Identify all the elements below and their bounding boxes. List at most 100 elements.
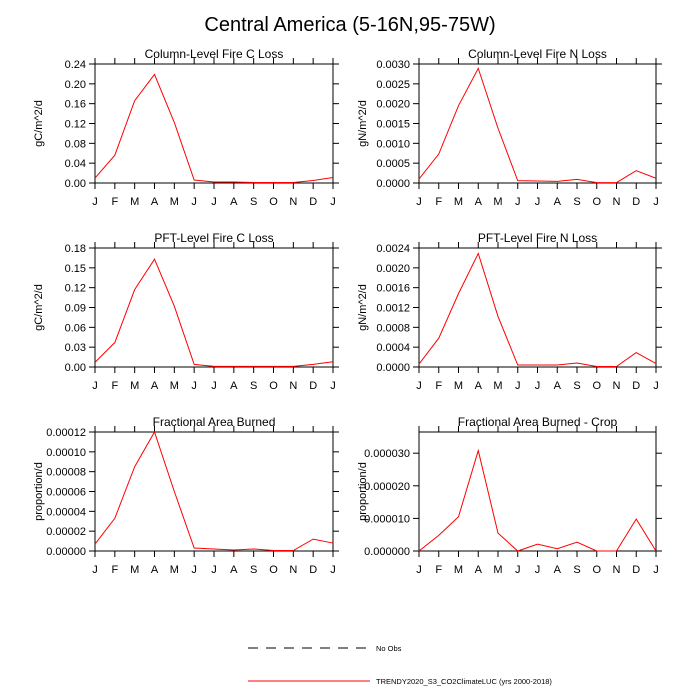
panel-4: PFT-Level Fire N Loss 0.0000 0.0004 0.0008 0… — [357, 231, 662, 392]
panel-title: Fractional Area Burned — [153, 415, 276, 429]
x-tick-label: M — [170, 196, 179, 208]
series-line — [94, 258, 334, 367]
x-tick-label: M — [170, 564, 179, 576]
x-tick-label: D — [632, 380, 640, 392]
x-tick-label: N — [289, 196, 297, 208]
x-tick-label: A — [554, 564, 562, 576]
panel-5: Fractional Area Burned 0.00000 0.00002 0.00… — [33, 415, 339, 576]
y-tick-label: 0.0030 — [376, 59, 410, 71]
y-tick-label: 0.20 — [65, 79, 86, 91]
x-tick-label: O — [592, 196, 601, 208]
y-tick-label: 0.06 — [65, 322, 86, 334]
legend-model-label: TRENDY2020_S3_CO2ClimateLUC (yrs 2000-20… — [376, 677, 552, 686]
y-tick-label: 0.000030 — [364, 448, 410, 460]
y-axis-label: gC/m^2/d — [33, 284, 45, 331]
x-tick-label: J — [330, 196, 336, 208]
y-tick-label: 0.12 — [65, 283, 86, 295]
x-tick-label: J — [416, 196, 422, 208]
x-tick-label: J — [211, 196, 217, 208]
y-tick-label: 0.00012 — [46, 427, 86, 439]
x-tick-label: O — [592, 564, 601, 576]
x-tick-label: J — [535, 380, 541, 392]
plot-frame — [418, 247, 657, 368]
y-tick-label: 0.000000 — [364, 546, 410, 558]
y-tick-label: 0.0020 — [376, 263, 410, 275]
x-tick-label: A — [151, 380, 159, 392]
plot-frame — [94, 247, 334, 368]
x-tick-label: J — [92, 380, 98, 392]
y-axis-label: gN/m^2/d — [357, 284, 369, 331]
x-tick-label: N — [613, 196, 621, 208]
y-tick-label: 0.00 — [65, 362, 86, 374]
x-tick-label: M — [493, 196, 502, 208]
plot-frame — [418, 63, 657, 184]
y-tick-label: 0.0004 — [376, 342, 410, 354]
x-tick-label: M — [454, 564, 463, 576]
x-tick-label: J — [211, 564, 217, 576]
legend: No Obs TRENDY2020_S3_CO2ClimateLUC (yrs … — [248, 644, 552, 686]
legend-no-obs-label: No Obs — [376, 644, 402, 653]
x-tick-label: J — [515, 196, 521, 208]
y-tick-label: 0.0000 — [376, 178, 410, 190]
y-tick-label: 0.04 — [65, 158, 86, 170]
y-tick-label: 0.00008 — [46, 467, 86, 479]
x-tick-label: F — [435, 196, 442, 208]
x-tick-label: J — [535, 564, 541, 576]
panel-title: PFT-Level Fire C Loss — [154, 231, 273, 245]
x-tick-label: D — [632, 564, 640, 576]
x-tick-label: N — [613, 564, 621, 576]
y-tick-label: 0.00 — [65, 178, 86, 190]
y-tick-label: 0.0016 — [376, 283, 410, 295]
x-tick-label: A — [230, 196, 238, 208]
panel-title: PFT-Level Fire N Loss — [478, 231, 597, 245]
plot-frame — [94, 63, 334, 184]
panel-3: PFT-Level Fire C Loss 0.00 0.03 0.06 0.09 0.1… — [33, 231, 339, 392]
y-tick-label: 0.12 — [65, 119, 86, 131]
x-tick-label: J — [535, 196, 541, 208]
y-tick-label: 0.00010 — [46, 447, 86, 459]
y-tick-label: 0.03 — [65, 342, 86, 354]
series-line — [94, 73, 334, 183]
panels: Column-Level Fire C Loss 0.00 0.04 0.08 0.12… — [33, 47, 662, 576]
x-tick-label: S — [573, 196, 580, 208]
x-tick-label: D — [632, 196, 640, 208]
x-tick-label: O — [592, 380, 601, 392]
x-tick-label: O — [269, 380, 278, 392]
x-tick-label: N — [289, 380, 297, 392]
y-tick-label: 0.09 — [65, 303, 86, 315]
x-tick-label: M — [170, 380, 179, 392]
x-tick-label: A — [475, 564, 483, 576]
x-tick-label: A — [230, 380, 238, 392]
x-tick-label: M — [130, 380, 139, 392]
y-tick-label: 0.000010 — [364, 513, 410, 525]
y-tick-label: 0.000020 — [364, 481, 410, 493]
x-tick-label: S — [573, 564, 580, 576]
x-tick-label: O — [269, 196, 278, 208]
x-tick-label: D — [309, 564, 317, 576]
x-tick-label: S — [573, 380, 580, 392]
panel-title: Column-Level Fire N Loss — [468, 47, 607, 61]
x-tick-label: D — [309, 196, 317, 208]
y-tick-label: 0.24 — [65, 59, 86, 71]
x-tick-label: S — [250, 380, 257, 392]
y-tick-label: 0.0025 — [376, 79, 410, 91]
x-tick-label: N — [613, 380, 621, 392]
x-tick-label: J — [211, 380, 217, 392]
x-tick-label: M — [130, 564, 139, 576]
y-tick-label: 0.0024 — [376, 243, 410, 255]
y-tick-label: 0.0008 — [376, 322, 410, 334]
x-tick-label: J — [653, 380, 659, 392]
y-tick-label: 0.18 — [65, 243, 86, 255]
x-tick-label: A — [151, 196, 159, 208]
x-tick-label: J — [515, 380, 521, 392]
x-tick-label: A — [475, 380, 483, 392]
x-tick-label: N — [289, 564, 297, 576]
x-tick-label: J — [330, 564, 336, 576]
plot-frame — [94, 431, 334, 552]
y-tick-label: 0.0015 — [376, 119, 410, 131]
y-tick-label: 0.0012 — [376, 303, 410, 315]
x-tick-label: J — [330, 380, 336, 392]
y-tick-label: 0.00006 — [46, 487, 86, 499]
y-tick-label: 0.00004 — [46, 506, 86, 518]
